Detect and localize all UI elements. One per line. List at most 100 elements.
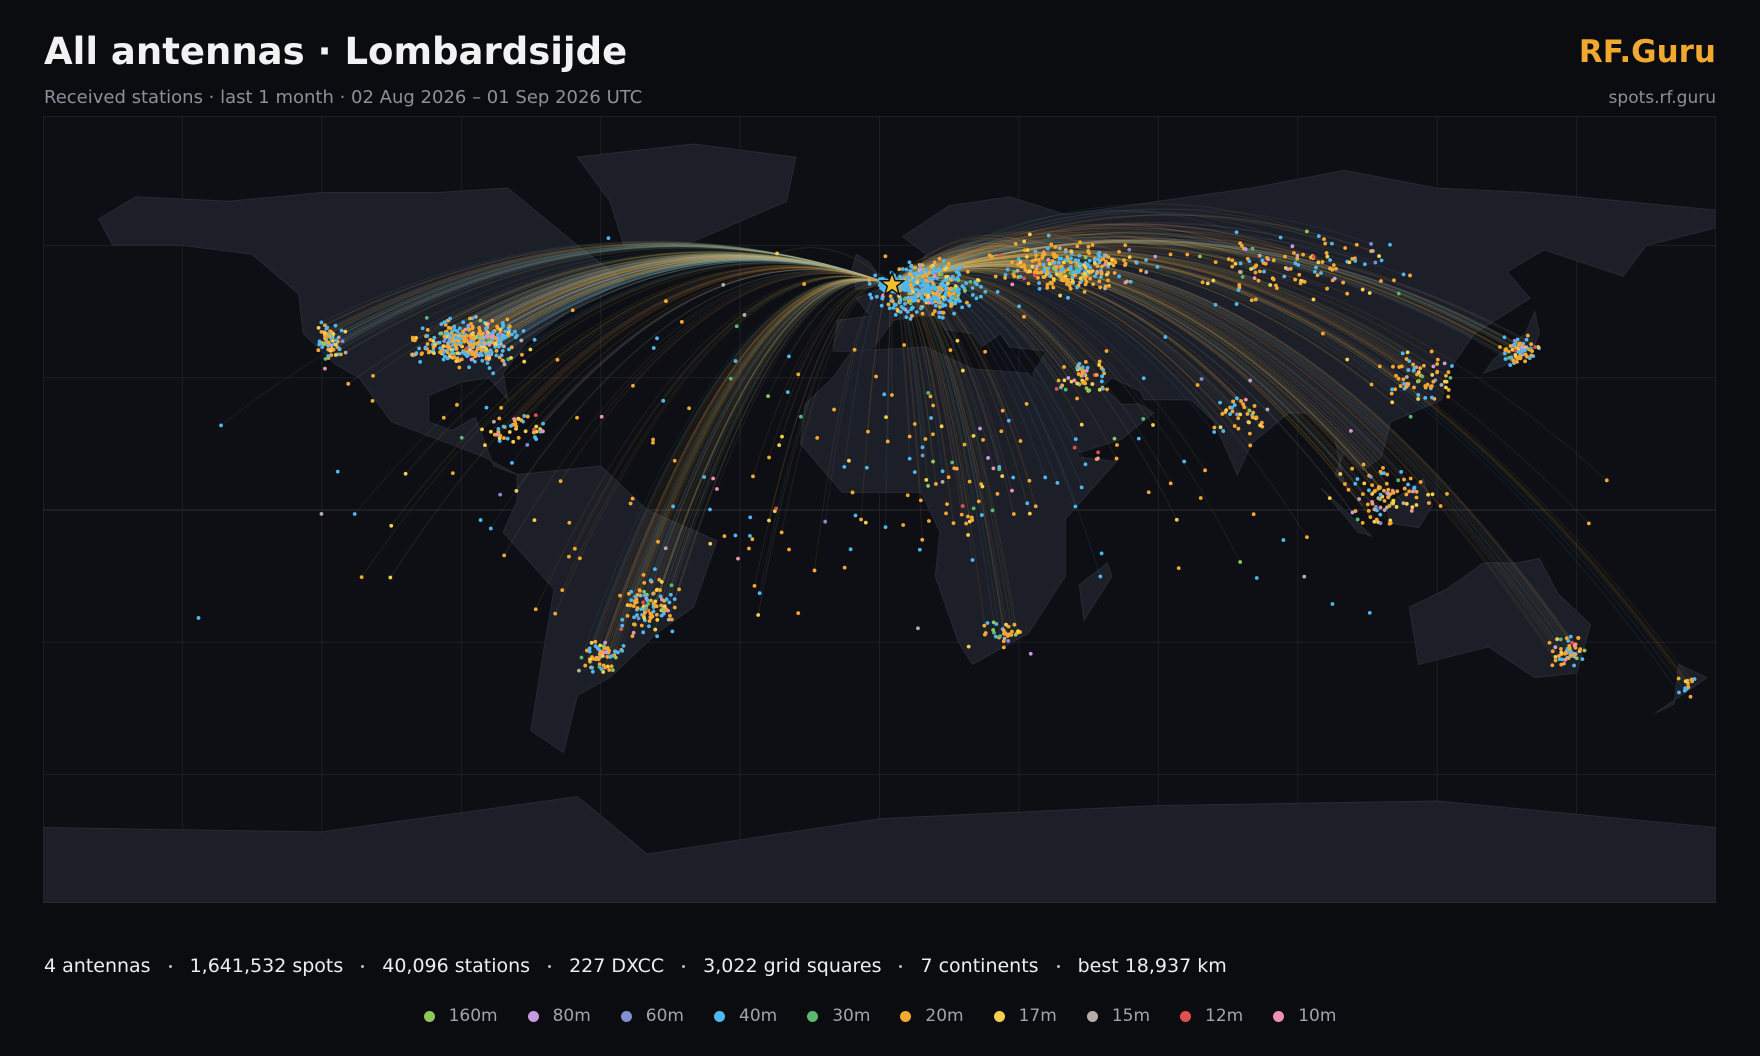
path — [508, 258, 893, 331]
path — [607, 278, 893, 667]
station — [1010, 629, 1014, 634]
station — [1025, 501, 1030, 506]
path — [891, 238, 1539, 348]
station — [457, 365, 462, 370]
station — [912, 470, 917, 475]
station — [664, 299, 668, 303]
station — [962, 442, 967, 447]
station — [1367, 291, 1372, 295]
path — [891, 249, 990, 286]
station — [1578, 647, 1583, 652]
path — [482, 259, 893, 362]
station — [1553, 655, 1558, 659]
station — [1422, 363, 1426, 368]
station — [879, 303, 884, 308]
path — [339, 246, 893, 350]
path — [482, 258, 893, 351]
station — [1224, 408, 1229, 412]
path — [891, 253, 1433, 398]
station — [987, 253, 992, 258]
station — [1254, 415, 1259, 420]
station — [1444, 373, 1448, 378]
station — [630, 634, 635, 638]
station — [333, 342, 338, 347]
station — [1396, 376, 1401, 381]
path — [535, 275, 893, 610]
path — [491, 257, 893, 335]
path — [323, 242, 893, 333]
station — [1430, 395, 1434, 400]
station — [503, 329, 508, 334]
station — [1686, 681, 1690, 686]
path — [891, 239, 1520, 345]
station — [1104, 272, 1109, 277]
path — [604, 278, 893, 643]
station — [613, 649, 618, 654]
path — [607, 278, 893, 653]
station — [555, 357, 560, 362]
path — [452, 254, 893, 342]
station — [940, 283, 945, 287]
landmass — [43, 796, 1716, 903]
path — [472, 258, 893, 353]
station — [921, 280, 926, 285]
station — [1045, 246, 1050, 251]
path — [479, 256, 893, 334]
path — [891, 203, 1308, 286]
station — [507, 430, 512, 434]
station — [1046, 257, 1051, 262]
legend-label: 15m — [1111, 1006, 1151, 1026]
station — [1200, 280, 1205, 285]
path — [891, 254, 1686, 691]
path — [439, 254, 893, 349]
station — [937, 256, 942, 261]
station — [1412, 366, 1417, 370]
station — [1334, 266, 1338, 271]
station — [1163, 335, 1168, 339]
station — [983, 349, 988, 354]
station — [1378, 512, 1383, 517]
station — [943, 286, 948, 291]
path — [472, 254, 893, 328]
station — [748, 534, 752, 538]
path — [479, 258, 893, 349]
path — [891, 240, 1523, 352]
station — [963, 288, 967, 293]
station — [931, 312, 935, 316]
path — [466, 257, 893, 349]
station — [940, 469, 945, 474]
station — [1428, 384, 1433, 389]
station — [1559, 650, 1564, 655]
station — [1515, 337, 1520, 342]
station — [943, 297, 948, 301]
station — [1570, 640, 1574, 645]
station — [979, 513, 984, 517]
station — [1353, 259, 1358, 263]
station — [995, 491, 1000, 496]
station — [469, 321, 473, 326]
path — [665, 279, 893, 549]
path — [495, 258, 893, 339]
station — [1355, 477, 1360, 481]
station — [767, 518, 771, 523]
station — [1683, 686, 1688, 690]
station — [473, 354, 478, 359]
station — [1529, 353, 1534, 358]
station — [1516, 349, 1521, 354]
station — [899, 305, 904, 309]
path — [482, 256, 893, 338]
station — [1228, 412, 1232, 417]
path — [500, 259, 893, 344]
path — [461, 255, 893, 339]
station — [1388, 242, 1392, 247]
landmass — [1078, 562, 1113, 622]
station — [1249, 298, 1254, 303]
station — [645, 598, 650, 603]
station — [912, 277, 917, 281]
station — [1212, 425, 1217, 430]
landmass — [502, 465, 718, 754]
station — [337, 347, 342, 351]
path — [620, 278, 893, 630]
station — [478, 518, 483, 522]
path — [891, 261, 1417, 493]
